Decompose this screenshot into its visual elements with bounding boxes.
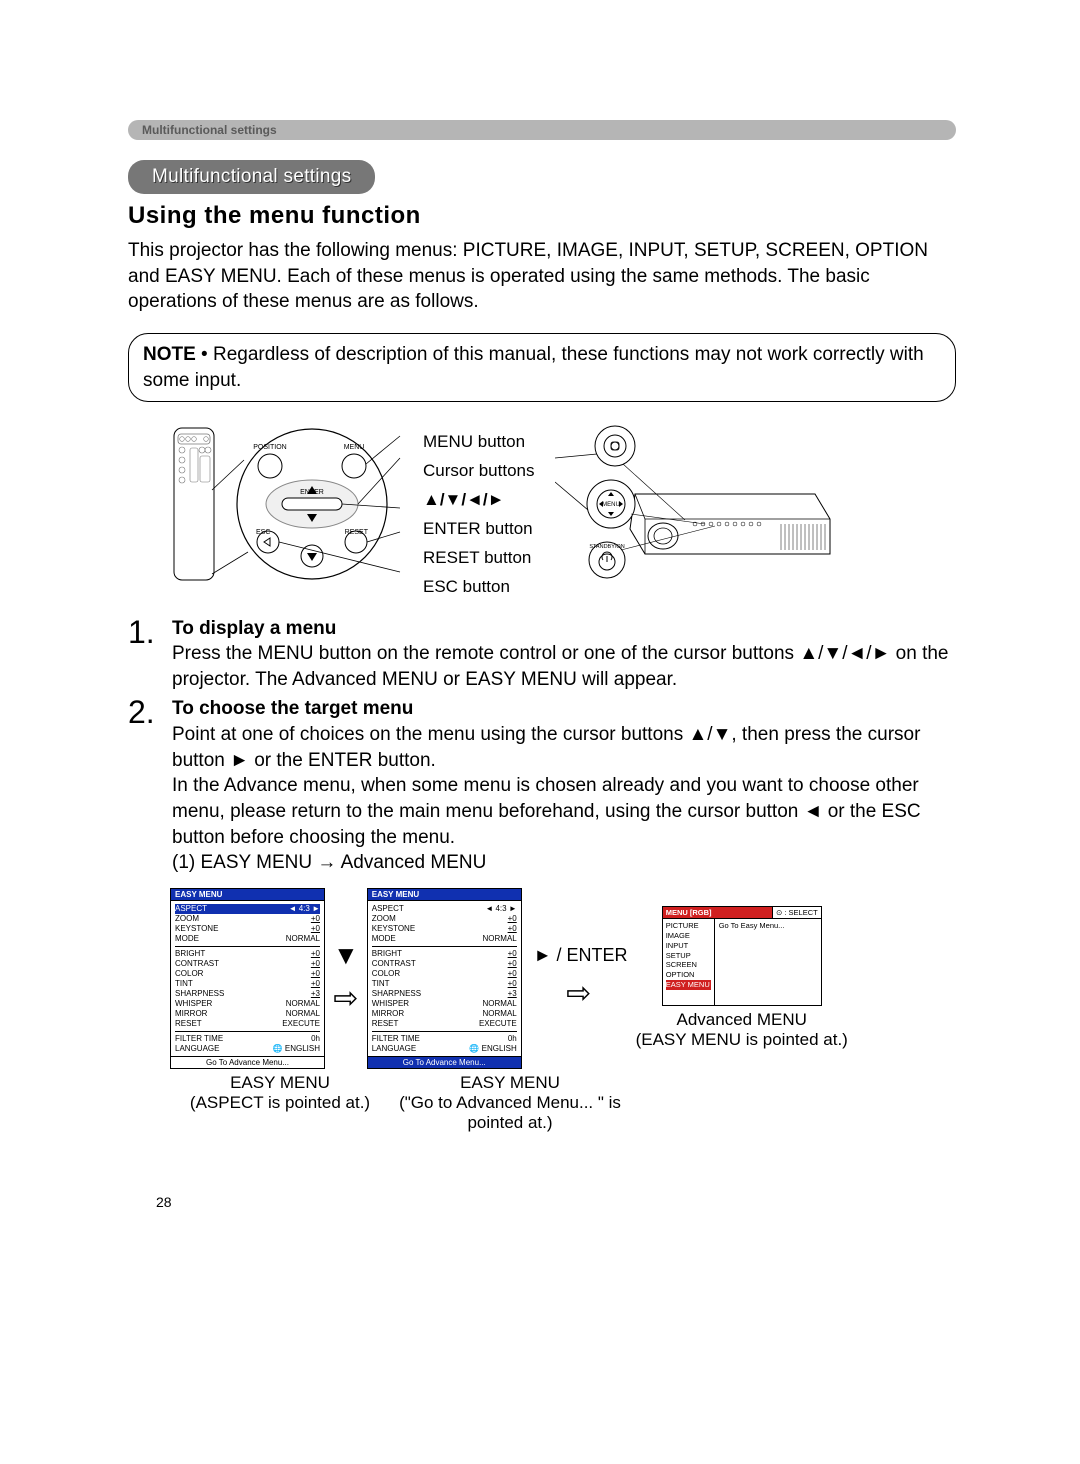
- easy-menu-row: WHISPERNORMAL: [175, 999, 320, 1009]
- right-arrow-outline-icon: ⇨: [333, 981, 358, 1016]
- label-esc-button: ESC button: [423, 573, 535, 602]
- enter-label: ► / ENTER: [534, 945, 628, 966]
- section-tab-bar: Multifunctional settings: [128, 120, 956, 140]
- easy-menu-row: MODENORMAL: [372, 934, 517, 944]
- svg-text:ESC: ESC: [256, 529, 270, 536]
- svg-text:STANDBY/ON: STANDBY/ON: [589, 544, 624, 550]
- easy-menu-row: RESETEXECUTE: [372, 1019, 517, 1029]
- adv-side-item: OPTION: [666, 970, 711, 980]
- diagram-row: POSITION MENU ENTER ESC RESET: [168, 424, 956, 601]
- adv-side-item: EASY MENU: [666, 980, 711, 990]
- svg-text:ENTER: ENTER: [300, 489, 324, 496]
- easy-menu-row: ASPECT◄ 4:3 ►: [372, 904, 517, 914]
- svg-text:POSITION: POSITION: [253, 444, 286, 451]
- easy-menu-row: SHARPNESS+3: [372, 989, 517, 999]
- note-text: • Regardless of description of this manu…: [143, 344, 924, 391]
- easy-menu-row: MIRRORNORMAL: [175, 1009, 320, 1019]
- adv-menu-select-hint: ⊙ : SELECT: [772, 907, 821, 918]
- label-enter-button: ENTER button: [423, 515, 535, 544]
- steps-list: 1. To display a menu Press the MENU butt…: [128, 616, 956, 876]
- easy-menu-row: KEYSTONE+0: [175, 924, 320, 934]
- page-number: 28: [156, 1194, 172, 1210]
- adv-side-item: IMAGE: [666, 931, 711, 941]
- step-number: 2.: [128, 696, 166, 875]
- step-2: 2. To choose the target menu Point at on…: [128, 696, 956, 875]
- easy-menu-row: COLOR+0: [175, 969, 320, 979]
- easy-menu-row: MIRRORNORMAL: [372, 1009, 517, 1019]
- svg-text:MENU: MENU: [602, 502, 620, 508]
- easy-menu-row: TINT+0: [372, 979, 517, 989]
- step-number: 1.: [128, 616, 166, 693]
- down-arrow-icon: ▼: [333, 940, 359, 971]
- easy-menu-row: LANGUAGE🌐 ENGLISH: [175, 1044, 320, 1054]
- section-tab-label: Multifunctional settings: [142, 123, 277, 137]
- easy-menu-row: KEYSTONE+0: [372, 924, 517, 934]
- note-box: NOTE • Regardless of description of this…: [128, 333, 956, 402]
- caption-easy-1b: (ASPECT is pointed at.): [190, 1093, 370, 1112]
- easy-menu-row: MODENORMAL: [175, 934, 320, 944]
- easy-menu-footer: Go To Advance Menu...: [171, 1056, 324, 1068]
- easy-menu-row: ZOOM+0: [372, 914, 517, 924]
- page-title: Using the menu function: [128, 202, 956, 230]
- diagram-labels: MENU button Cursor buttons ▲/▼/◄/► ENTER…: [423, 424, 535, 601]
- intro-paragraph: This projector has the following menus: …: [128, 238, 956, 315]
- easy-menu-row: TINT+0: [175, 979, 320, 989]
- label-reset-button: RESET button: [423, 544, 535, 573]
- step-1: 1. To display a menu Press the MENU butt…: [128, 616, 956, 693]
- label-menu-button: MENU button: [423, 428, 535, 457]
- easy-menu-1: EASY MENU ASPECT◄ 4:3 ►ZOOM+0KEYSTONE+0M…: [170, 888, 325, 1069]
- svg-text:MENU: MENU: [344, 444, 365, 451]
- adv-side-item: SCREEN: [666, 960, 711, 970]
- easy-menu-row: ASPECT◄ 4:3 ►: [175, 904, 320, 914]
- easy-menu-row: COLOR+0: [372, 969, 517, 979]
- easy-menu-row: FILTER TIME0h: [175, 1034, 320, 1044]
- step-body-text: Point at one of choices on the menu usin…: [172, 724, 921, 873]
- easy-menu-row: FILTER TIME0h: [372, 1034, 517, 1044]
- right-arrow-outline-icon: ⇨: [566, 976, 591, 1011]
- easy-menu-row: LANGUAGE🌐 ENGLISH: [372, 1044, 517, 1054]
- label-cursor-buttons: Cursor buttons: [423, 457, 535, 486]
- easy-menu-row: SHARPNESS+3: [175, 989, 320, 999]
- caption-easy-1a: EASY MENU: [230, 1073, 330, 1092]
- note-label: NOTE: [143, 344, 196, 365]
- caption-easy-2a: EASY MENU: [460, 1073, 560, 1092]
- adv-side-item: SETUP: [666, 951, 711, 961]
- easy-menu-row: CONTRAST+0: [372, 959, 517, 969]
- adv-menu-main: Go To Easy Menu...: [715, 919, 821, 1005]
- easy-menu-row: BRIGHT+0: [175, 949, 320, 959]
- easy-menu-footer: Go To Advance Menu...: [368, 1056, 521, 1068]
- easy-menu-row: CONTRAST+0: [175, 959, 320, 969]
- easy-menu-title: EASY MENU: [368, 889, 521, 901]
- easy-menu-row: ZOOM+0: [175, 914, 320, 924]
- step-title: To choose the target menu: [172, 698, 413, 719]
- label-arrows: ▲/▼/◄/►: [423, 486, 535, 515]
- easy-menu-2: EASY MENU ASPECT◄ 4:3 ►ZOOM+0KEYSTONE+0M…: [367, 888, 522, 1069]
- caption-easy-2b: ("Go to Advanced Menu... " is pointed at…: [399, 1093, 621, 1132]
- easy-menu-row: BRIGHT+0: [372, 949, 517, 959]
- adv-menu-title: MENU [RGB]: [663, 907, 772, 918]
- step-title: To display a menu: [172, 618, 336, 639]
- remote-control-figure: POSITION MENU ENTER ESC RESET: [168, 424, 403, 584]
- svg-text:RESET: RESET: [345, 529, 369, 536]
- easy-menu-row: RESETEXECUTE: [175, 1019, 320, 1029]
- advanced-menu: MENU [RGB] ⊙ : SELECT PICTUREIMAGEINPUTS…: [662, 906, 822, 1006]
- projector-figure: MENU STANDBY/ON: [555, 424, 845, 584]
- adv-side-item: INPUT: [666, 941, 711, 951]
- easy-menu-title: EASY MENU: [171, 889, 324, 901]
- easy-menu-row: WHISPERNORMAL: [372, 999, 517, 1009]
- menu-screens-row: EASY MENU ASPECT◄ 4:3 ►ZOOM+0KEYSTONE+0M…: [170, 888, 956, 1069]
- section-pill: Multifunctional settings: [128, 160, 375, 194]
- step-body-text: Press the MENU button on the remote cont…: [172, 643, 949, 690]
- captions-row: EASY MENU (ASPECT is pointed at.) EASY M…: [170, 1073, 956, 1133]
- caption-advanced: Advanced MENU(EASY MENU is pointed at.): [636, 1010, 848, 1050]
- adv-side-item: PICTURE: [666, 921, 711, 931]
